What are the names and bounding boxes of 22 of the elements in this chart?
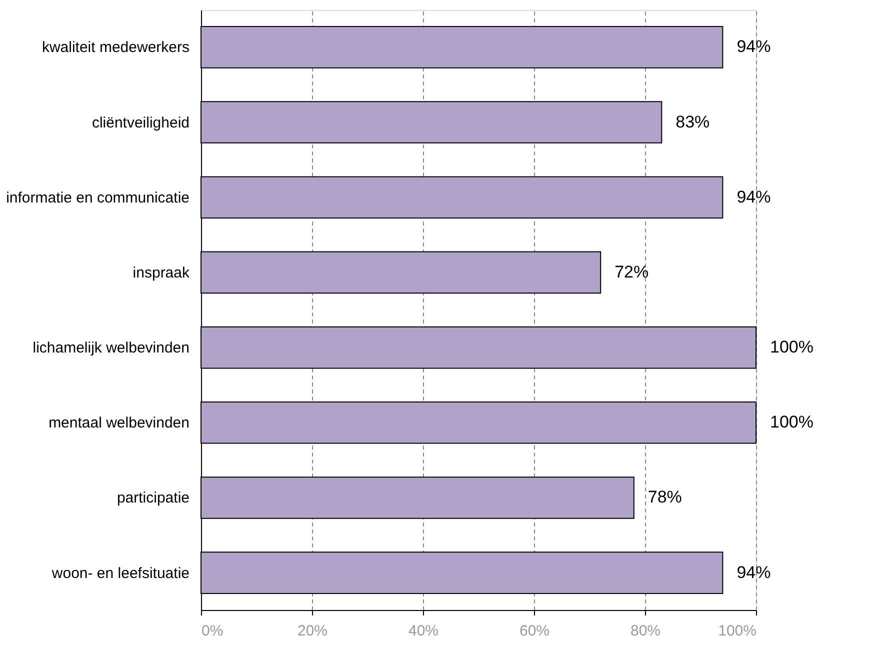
data-label: 100%	[770, 412, 814, 432]
y-tick-label: woon- en leefsituatie	[50, 564, 190, 582]
data-label: 94%	[736, 187, 771, 206]
y-tick-label: kwaliteit medewerkers	[42, 39, 190, 56]
data-label: 94%	[736, 37, 771, 56]
y-tick-label: inspraak	[132, 264, 190, 282]
data-label: 83%	[676, 112, 710, 132]
y-tick-label: mentaal welbevinden	[48, 414, 190, 432]
data-label: 78%	[648, 488, 682, 507]
x-tick-label: 0%	[202, 622, 224, 640]
y-tick-label: informatie en communicatie	[6, 189, 190, 206]
data-label: 100%	[770, 338, 814, 357]
y-tick-label: participatie	[116, 490, 190, 507]
data-label: 72%	[614, 262, 649, 282]
y-tick-label: cliëntveiligheid	[92, 114, 190, 132]
x-tick-label: 20%	[297, 622, 328, 640]
data-label: 94%	[736, 562, 771, 582]
x-tick-label: 60%	[519, 622, 550, 640]
x-tick-label: 40%	[408, 622, 439, 640]
y-tick-label: lichamelijk welbevinden	[32, 340, 190, 357]
x-tick-label: 100%	[718, 622, 756, 640]
x-tick-label: 80%	[630, 622, 661, 640]
